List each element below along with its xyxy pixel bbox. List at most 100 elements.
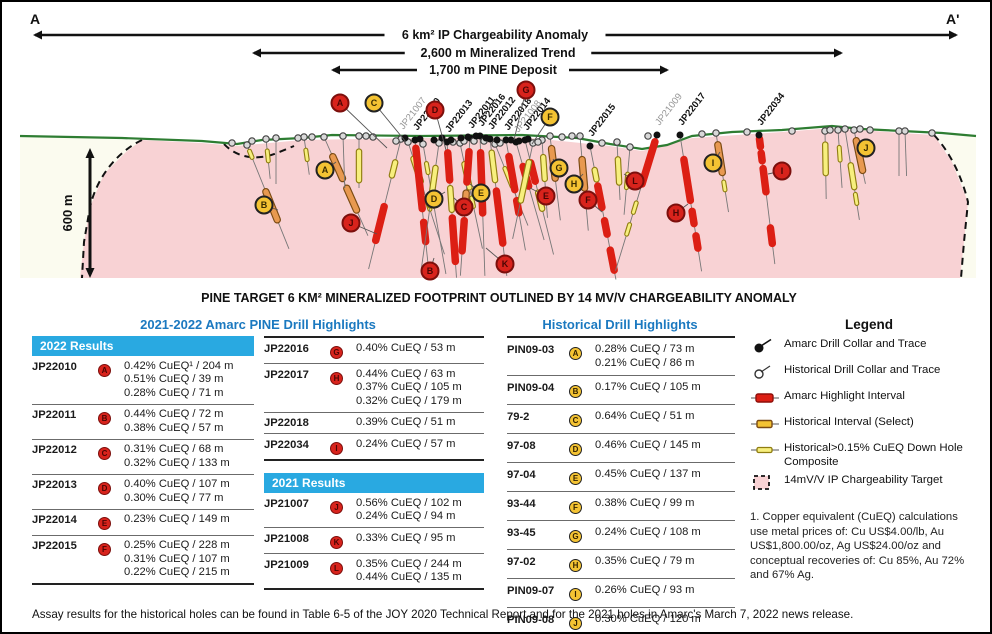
assay-results: 0.39% CuEQ / 51 m — [356, 416, 456, 428]
arrowhead — [660, 65, 669, 75]
marker-cell: J — [569, 613, 595, 631]
marker-badge: G — [330, 345, 343, 359]
marker-circle — [536, 186, 556, 206]
scale-label: 600 m — [60, 195, 75, 232]
highlight-marker: J — [341, 213, 378, 235]
amarc-table-col1: 2022 Results JP22010 A 0.42% CuEQ¹ / 204 m… — [32, 336, 254, 585]
hole-id: JP22014 — [32, 514, 77, 526]
ip-chargeability-target-area — [80, 128, 968, 278]
hole-label: JP22015 — [586, 101, 619, 138]
historical-collar-dot — [558, 133, 566, 141]
hole-id: 97-04 — [507, 469, 536, 481]
historical-collar-dot — [320, 133, 328, 141]
marker-circle — [364, 93, 384, 113]
amarc-collar-dot — [653, 131, 661, 139]
interval-segment — [344, 185, 360, 213]
legend-label: 14mV/V IP Chargeability Target — [784, 473, 943, 486]
interval-segment — [425, 162, 430, 174]
historical-collar-dot — [841, 125, 849, 133]
table-row: 93-45 G 0.24% CuEQ / 108 m — [507, 521, 735, 550]
interval-segment — [600, 217, 611, 238]
assay-results: 0.40% CuEQ / 107 m 0.30% CuEQ / 77 m — [124, 478, 230, 504]
interval-segment — [330, 154, 346, 182]
historical-collar-dot — [613, 138, 621, 146]
legend-item: Historical>0.15% CuEQ Down Hole Composit… — [750, 442, 988, 469]
section-endpoint-a-prime: A' — [946, 11, 959, 27]
amarc-collar-dot — [457, 134, 465, 142]
marker-letter: G — [522, 85, 529, 95]
table-row: JP22011 B 0.44% CuEQ / 72 m 0.38% CuEQ / 5… — [32, 405, 254, 440]
marker-letter: E — [543, 191, 549, 201]
marker-badge: I — [330, 441, 343, 455]
historical-collar-dot — [272, 134, 280, 142]
marker-circle — [425, 100, 445, 120]
assay-results: 0.28% CuEQ / 73 m 0.21% CuEQ / 86 m — [595, 343, 695, 369]
interval-segment — [625, 223, 631, 236]
interval-segment — [448, 186, 454, 212]
historical-collar-dot — [248, 137, 256, 145]
marker-badge: K — [330, 535, 343, 549]
marker-badge: A — [569, 347, 582, 360]
marker-cell: H — [330, 368, 356, 386]
amarc-collar-dot — [502, 136, 510, 144]
interval-segment — [594, 182, 606, 212]
marker-cell: I — [569, 584, 595, 602]
legend: Legend Amarc Drill Collar and Trace Histo… — [750, 317, 988, 500]
section-endpoint-a: A — [30, 11, 40, 27]
interval-segment — [371, 202, 388, 245]
interval-segment — [489, 150, 498, 183]
assay-results: 0.25% CuEQ / 228 m 0.31% CuEQ / 107 m 0.… — [124, 539, 230, 578]
hole-id: PIN09-08 — [507, 614, 555, 626]
hole-label: JP22013 — [443, 98, 475, 135]
interval-segment — [412, 144, 426, 213]
interval-segment — [755, 135, 765, 151]
historical-interval-icon — [750, 416, 784, 438]
historical-collar-dot — [355, 132, 363, 140]
highlight-marker: D — [424, 189, 446, 209]
legend-label: Historical>0.15% CuEQ Down Hole Composit… — [784, 442, 963, 468]
marker-letter: I — [712, 158, 715, 168]
hole-id: JP22011 — [32, 409, 77, 421]
interval-segment — [458, 216, 468, 255]
drill-trace — [576, 132, 589, 231]
amarc-table-col2: JP22016 G 0.40% CuEQ / 53 m JP22017 H 0.44% C… — [264, 336, 484, 590]
hole-id: JP22034 — [264, 438, 309, 451]
table-row: JP22017 H 0.44% CuEQ / 63 m 0.37% CuEQ / 1… — [264, 364, 484, 413]
cream-zone — [934, 135, 976, 278]
highlight-marker: H — [564, 173, 584, 194]
legend-title: Legend — [844, 317, 893, 332]
marker-letter: B — [261, 200, 268, 210]
assay-results: 0.31% CuEQ / 68 m 0.32% CuEQ / 133 m — [124, 443, 230, 469]
amarc-collar-dot — [447, 136, 455, 144]
marker-circle — [315, 160, 335, 180]
marker-circle — [625, 171, 645, 191]
interval-segment — [505, 152, 519, 194]
interval-segment — [692, 232, 702, 252]
hole-id: 93-45 — [507, 527, 536, 539]
marker-letter: L — [632, 176, 638, 186]
drill-trace — [676, 131, 703, 272]
assay-results: 0.26% CuEQ / 93 m — [595, 584, 695, 596]
interval-segment — [615, 157, 622, 185]
historical-collar-dot — [294, 134, 302, 142]
vertical-scale: 600 m — [60, 148, 95, 278]
interval-segment — [265, 149, 270, 163]
marker-badge: L — [330, 561, 343, 575]
amarc-collar-dot — [482, 134, 490, 142]
ip-target-icon — [750, 474, 784, 496]
dimension-arrow: 6 km² IP Chargeability Anomaly — [33, 27, 958, 42]
marker-letter: F — [547, 112, 553, 122]
marker-badge: A — [98, 363, 111, 377]
amarc-collar-dot — [586, 142, 594, 150]
dimension-arrow: 1,700 m PINE Deposit — [331, 62, 669, 77]
table-row: 93-44 F 0.38% CuEQ / 99 m — [507, 492, 735, 521]
interval-segment — [722, 180, 727, 192]
dimension-arrow: 2,600 m Mineralized Trend — [252, 45, 843, 60]
legend-item: Historical Interval (Select) — [750, 416, 988, 438]
drill-trace — [615, 131, 661, 271]
interval-segment — [526, 159, 540, 185]
marker-letter: J — [348, 218, 353, 228]
table-row: JP22013 D 0.40% CuEQ / 107 m 0.30% CuEQ / … — [32, 475, 254, 510]
historical-collar-dot — [901, 127, 909, 135]
